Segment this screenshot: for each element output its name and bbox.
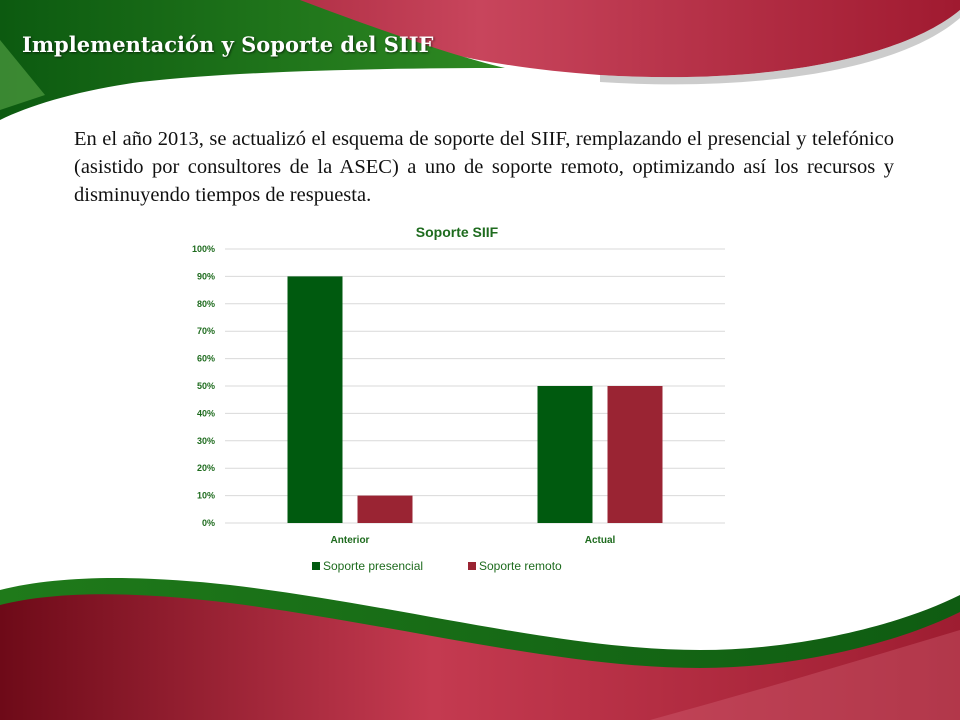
bar-actual-series-2 — [607, 386, 663, 523]
y-tick-label: 40% — [197, 408, 215, 418]
y-tick-label: 100% — [192, 244, 215, 254]
x-axis-categories: Anterior Actual — [331, 535, 616, 546]
legend-swatch — [468, 562, 476, 570]
y-axis-ticks: 0% 10% 20% 30% 40% 50% 60% 70% 80% 90% 100% — [192, 244, 215, 528]
y-tick-label: 80% — [197, 299, 215, 309]
y-tick-label: 70% — [197, 326, 215, 336]
bars — [287, 276, 663, 523]
bar-anterior-series-1 — [287, 276, 343, 523]
x-category-label: Anterior — [331, 535, 370, 546]
y-tick-label: 20% — [197, 463, 215, 473]
bar-chart: Soporte SIIF 0% 10% 20% 30% 40% 50% 60% 70% 80% 9… — [192, 224, 725, 573]
y-tick-label: 60% — [197, 354, 215, 364]
legend-swatch — [312, 562, 320, 570]
top-decoration — [0, 0, 960, 120]
legend-label: Soporte presencial — [323, 559, 423, 573]
body-paragraph: En el año 2013, se actualizó el esquema … — [74, 128, 894, 206]
bar-actual-series-1 — [537, 386, 593, 523]
slide-title: Implementación y Soporte del SIIF — [22, 32, 434, 57]
y-tick-label: 50% — [197, 381, 215, 391]
y-tick-label: 10% — [197, 491, 215, 501]
bar-anterior-series-2 — [357, 495, 413, 523]
chart-title: Soporte SIIF — [416, 224, 499, 240]
legend-label: Soporte remoto — [479, 559, 562, 573]
x-category-label: Actual — [585, 535, 616, 546]
y-tick-label: 90% — [197, 271, 215, 281]
bottom-decoration — [0, 578, 960, 720]
legend: Soporte presencial Soporte remoto — [312, 559, 562, 573]
y-tick-label: 30% — [197, 436, 215, 446]
y-tick-label: 0% — [202, 518, 215, 528]
